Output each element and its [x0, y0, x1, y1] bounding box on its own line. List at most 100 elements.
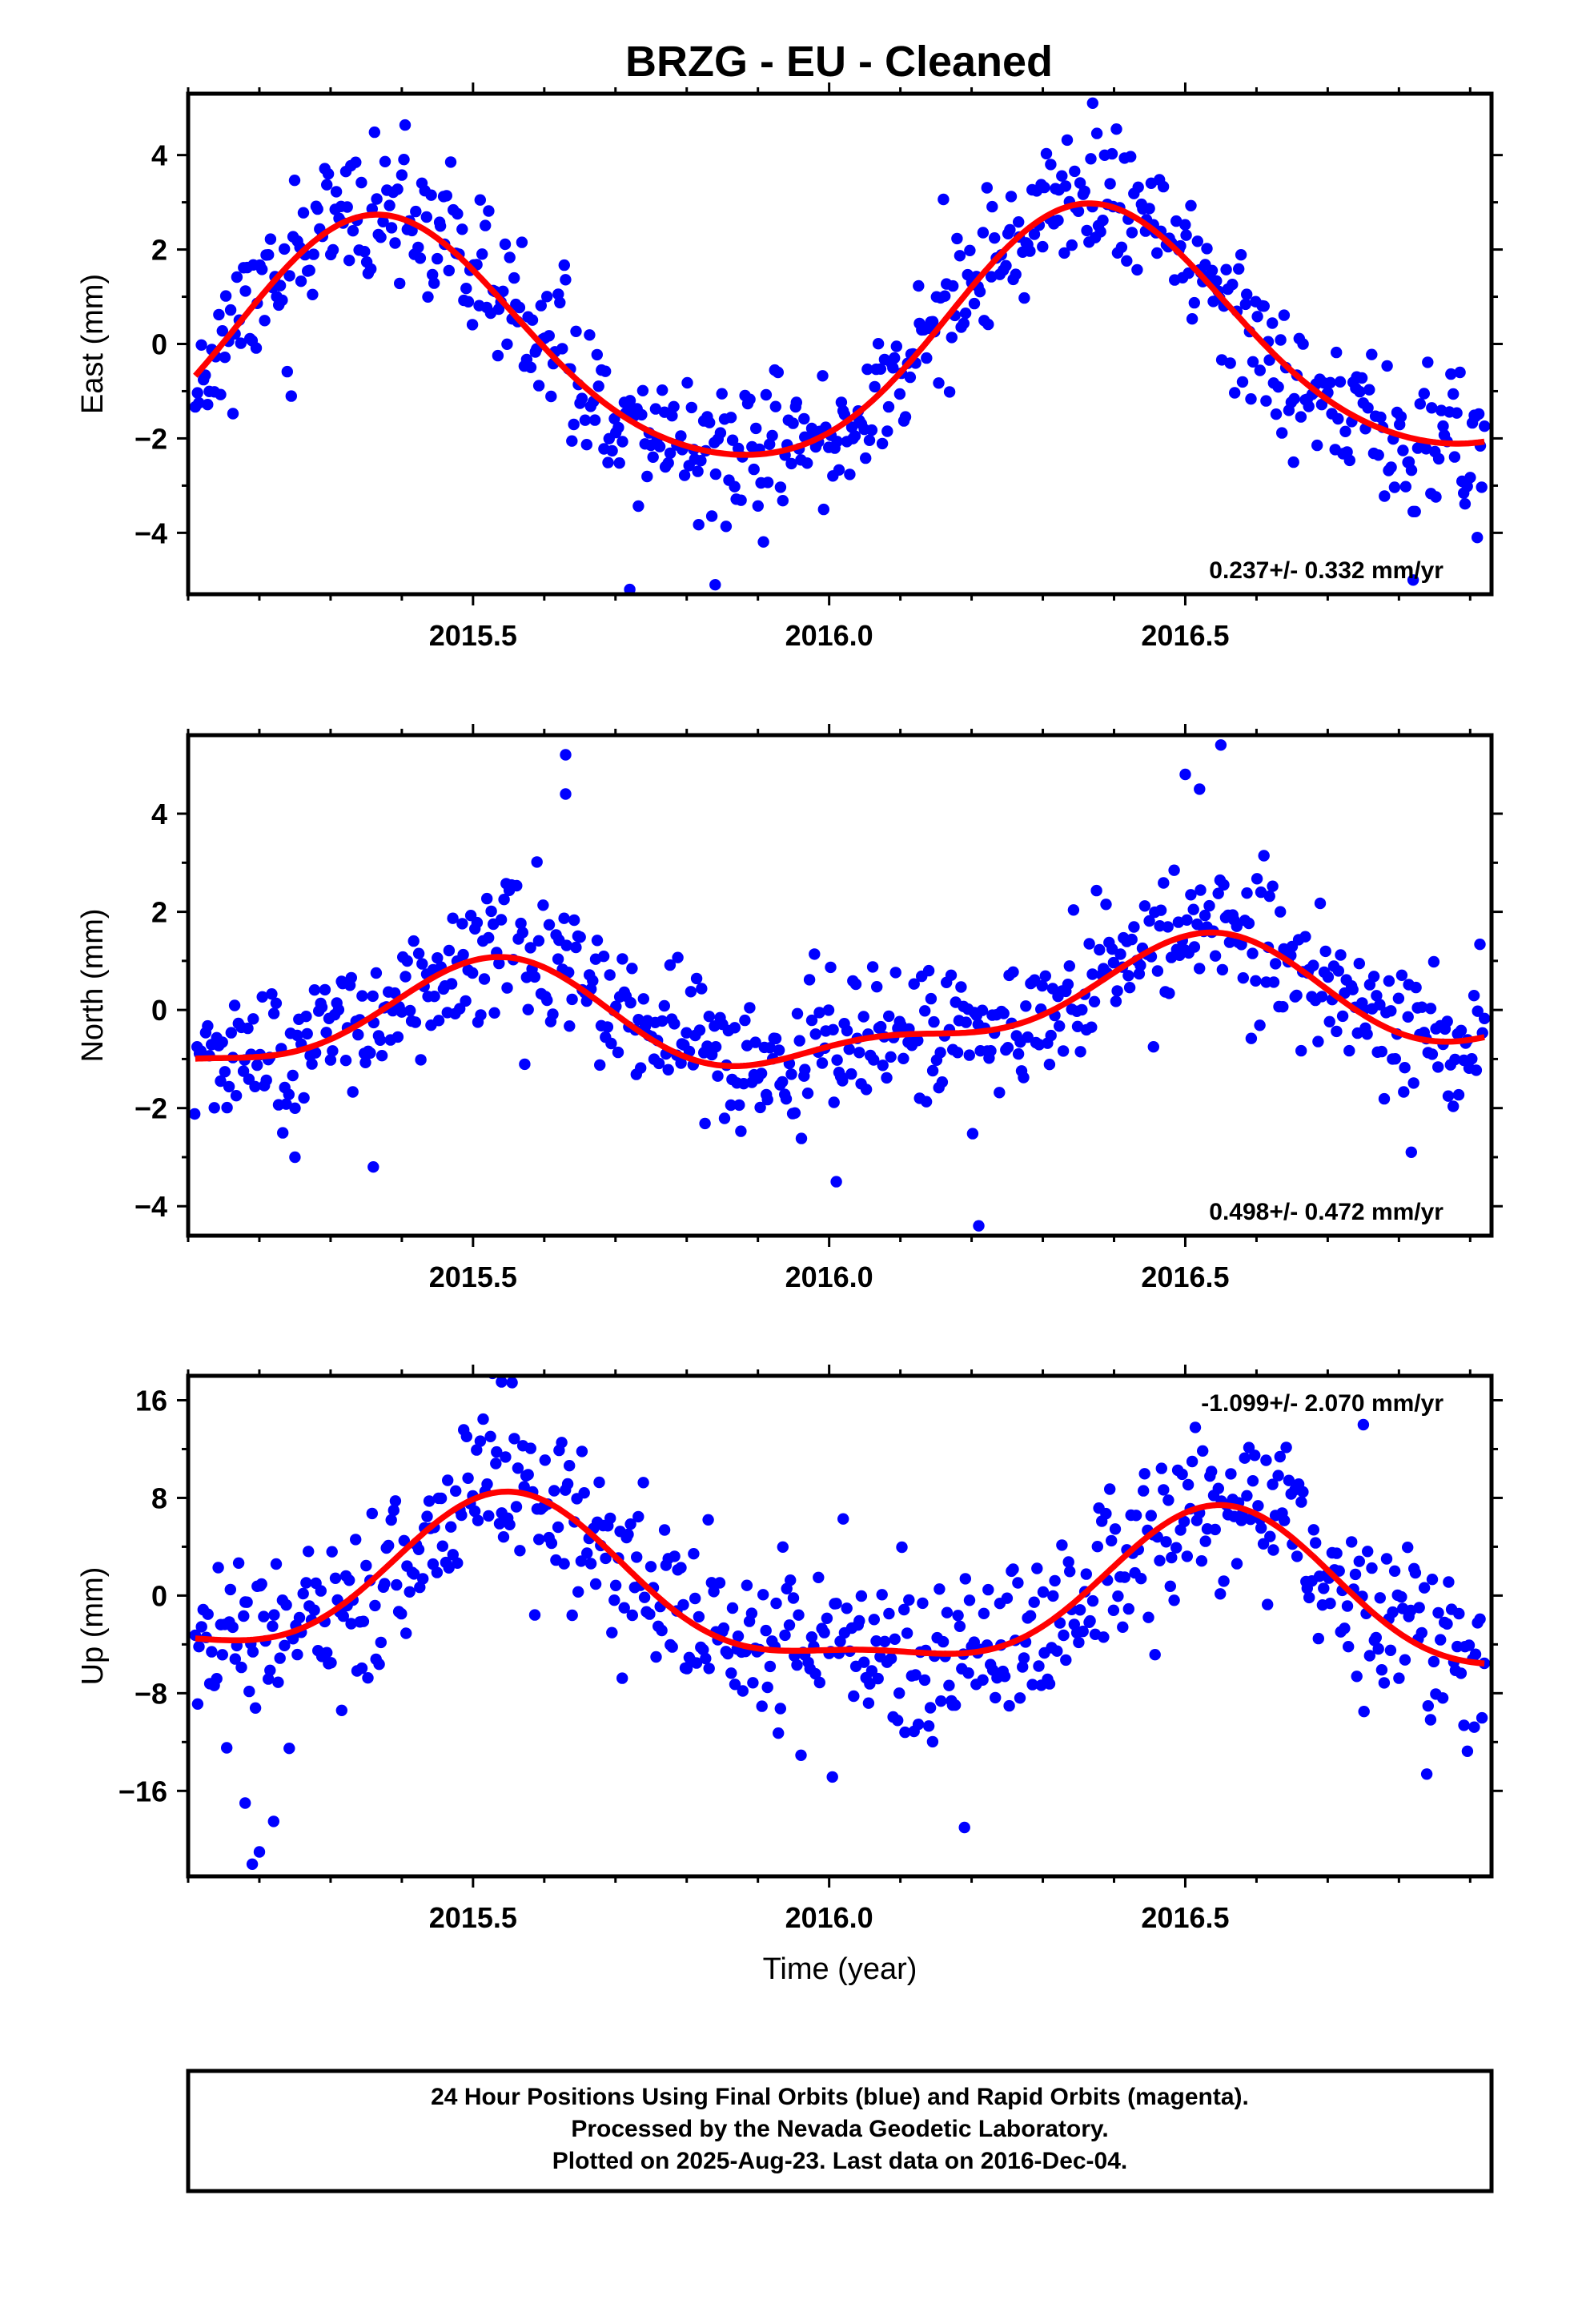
data-point: [757, 1589, 769, 1601]
data-point: [597, 951, 610, 963]
data-point: [440, 190, 452, 202]
data-point: [669, 1550, 681, 1562]
data-point: [602, 456, 614, 468]
data-point: [868, 1614, 881, 1626]
x-axis-label: Time (year): [763, 1952, 917, 1986]
data-point: [412, 947, 425, 959]
data-point: [1297, 1486, 1309, 1498]
data-point: [268, 1609, 280, 1621]
data-point: [327, 1045, 339, 1057]
data-point: [1407, 574, 1419, 586]
data-point: [1303, 400, 1315, 412]
data-point: [1072, 205, 1085, 217]
data-point: [591, 935, 604, 947]
data-point: [1371, 990, 1383, 1002]
data-point: [500, 1451, 512, 1463]
data-point: [1106, 943, 1118, 955]
data-point: [1452, 1088, 1465, 1101]
data-point: [662, 456, 674, 469]
data-point: [1142, 1611, 1154, 1623]
data-point: [881, 1072, 893, 1084]
y-axis: −4 −2 0 2 4: [135, 798, 1503, 1223]
data-point: [1147, 1041, 1160, 1053]
data-point: [492, 349, 504, 362]
data-point: [1244, 1514, 1257, 1526]
data-point: [1363, 1650, 1376, 1662]
data-point: [616, 436, 628, 448]
data-point: [699, 1117, 711, 1130]
data-point: [741, 1579, 753, 1591]
data-point: [1243, 917, 1255, 930]
data-point: [230, 1090, 243, 1102]
data-point: [1295, 1496, 1307, 1508]
data-point: [1085, 153, 1097, 165]
data-point: [280, 1098, 292, 1110]
data-points: [189, 97, 1491, 594]
y-tick-label: 0: [151, 994, 167, 1027]
data-point: [1149, 1649, 1161, 1661]
data-point: [281, 365, 293, 378]
data-point: [373, 1659, 385, 1671]
data-point: [1378, 1092, 1391, 1105]
data-point: [1341, 1600, 1354, 1612]
data-point: [622, 1528, 634, 1541]
data-point: [564, 1020, 576, 1032]
data-point: [1402, 1542, 1414, 1554]
data-point: [831, 1054, 843, 1066]
data-point: [400, 1627, 412, 1639]
data-point: [1385, 1005, 1397, 1017]
data-point: [264, 233, 277, 245]
data-point: [760, 1624, 772, 1637]
data-point: [350, 156, 362, 168]
data-point: [442, 1474, 454, 1486]
data-point: [1130, 1510, 1142, 1522]
data-point: [936, 1076, 949, 1088]
data-point: [235, 337, 247, 349]
data-point: [548, 1485, 560, 1497]
data-point: [889, 352, 901, 364]
data-point: [1353, 1555, 1366, 1567]
y-axis-label: East (mm): [76, 274, 110, 414]
model-curve: [195, 1488, 1485, 1667]
data-point: [868, 1054, 880, 1066]
data-point: [421, 1510, 433, 1522]
data-point: [1091, 1541, 1104, 1553]
data-point: [1472, 532, 1484, 544]
data-point: [291, 1029, 303, 1042]
rate-label: -1.099+/- 2.070 mm/yr: [1201, 1390, 1443, 1417]
data-point: [735, 1125, 747, 1137]
data-point: [266, 988, 278, 1000]
data-point: [574, 931, 586, 943]
data-point: [468, 1505, 481, 1518]
data-point: [1107, 956, 1120, 969]
data-point: [389, 237, 401, 249]
data-point: [805, 1014, 818, 1027]
data-point: [1252, 1500, 1264, 1512]
data-point: [320, 1027, 332, 1039]
y-tick-label: −2: [135, 422, 167, 455]
data-point: [666, 410, 678, 422]
data-point: [787, 417, 799, 429]
data-point: [705, 510, 718, 522]
data-point: [367, 1161, 379, 1173]
data-point: [721, 1647, 734, 1660]
data-point: [761, 1681, 773, 1694]
data-point: [379, 1578, 391, 1590]
data-point: [1033, 1660, 1045, 1672]
data-point: [920, 1096, 933, 1108]
data-point: [735, 494, 747, 506]
data-point: [1277, 1001, 1289, 1013]
data-point: [857, 1011, 869, 1023]
chart-title: BRZG - EU - Cleaned: [625, 38, 1053, 86]
data-point: [512, 1462, 524, 1474]
rate-label: 0.498+/- 0.472 mm/yr: [1209, 1199, 1443, 1225]
data-point: [826, 1771, 838, 1783]
data-point: [364, 1047, 376, 1059]
data-point: [747, 1677, 759, 1689]
x-axis: 2015.5 2016.0 2016.5: [187, 1365, 1472, 1934]
footer-frame: [186, 2069, 1494, 2193]
data-point: [277, 1127, 289, 1139]
data-point: [685, 986, 697, 998]
data-point: [213, 308, 225, 321]
data-point: [816, 1057, 829, 1069]
